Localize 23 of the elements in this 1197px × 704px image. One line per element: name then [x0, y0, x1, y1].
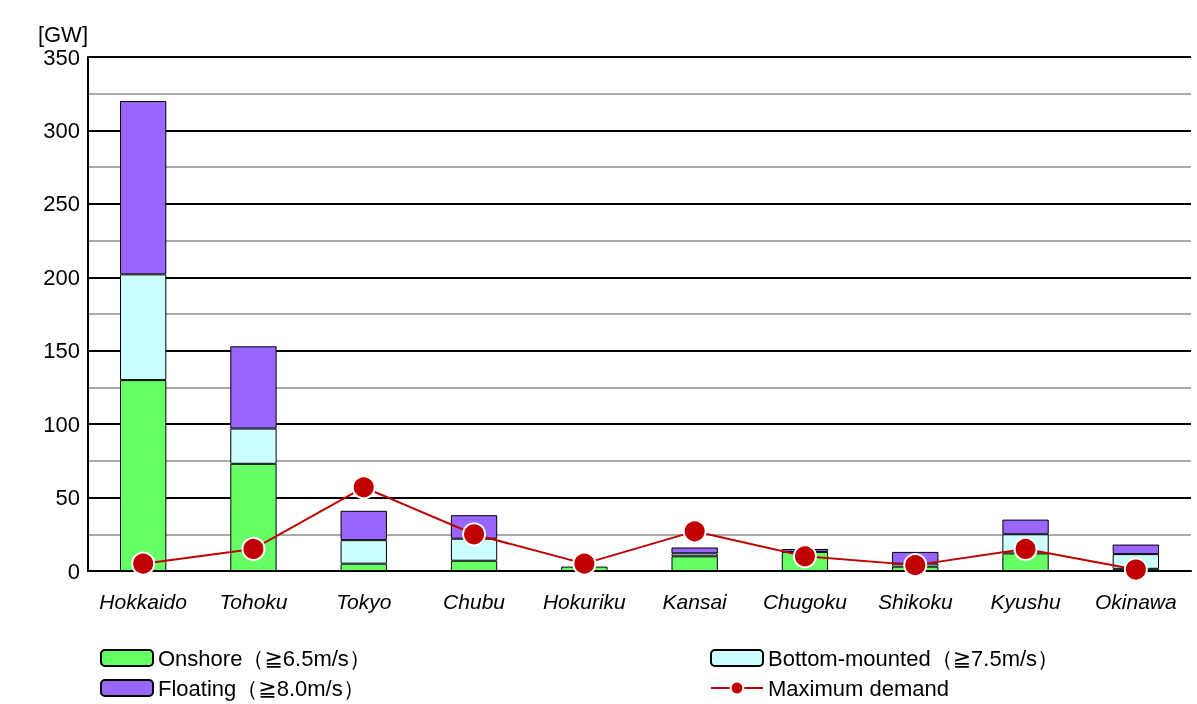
legend-label: Maximum demand [768, 675, 949, 701]
y-tick-label: 200 [43, 264, 80, 290]
y-tick-label: 300 [43, 117, 80, 143]
x-tick-label: Shikoku [877, 590, 953, 613]
y-axis-title: [GW] [37, 21, 88, 47]
x-tick-label: Kansai [662, 590, 729, 613]
legend-label: Floating（≧8.0m/s） [158, 675, 365, 701]
y-tick-label: 50 [55, 485, 80, 511]
y-tick-label: 150 [43, 338, 80, 364]
x-tick-label: Tokyo [336, 590, 392, 613]
x-tick-label: Chubu [443, 590, 506, 613]
legend-label: Onshore（≧6.5m/s） [158, 645, 371, 671]
legend-label: Bottom-mounted（≧7.5m/s） [768, 645, 1060, 671]
x-tick-label: Chugoku [762, 590, 848, 613]
y-tick-label: 250 [43, 191, 80, 217]
y-tick-label: 350 [43, 44, 80, 70]
x-tick-label: Kyushu [990, 590, 1061, 613]
x-tick-label: Tohoku [219, 590, 288, 613]
y-tick-label: 100 [43, 411, 80, 437]
x-tick-label: Hokuriku [542, 590, 627, 613]
x-tick-label: Hokkaido [99, 590, 188, 613]
x-tick-label: Okinawa [1095, 590, 1177, 613]
y-tick-label: 0 [67, 558, 80, 584]
